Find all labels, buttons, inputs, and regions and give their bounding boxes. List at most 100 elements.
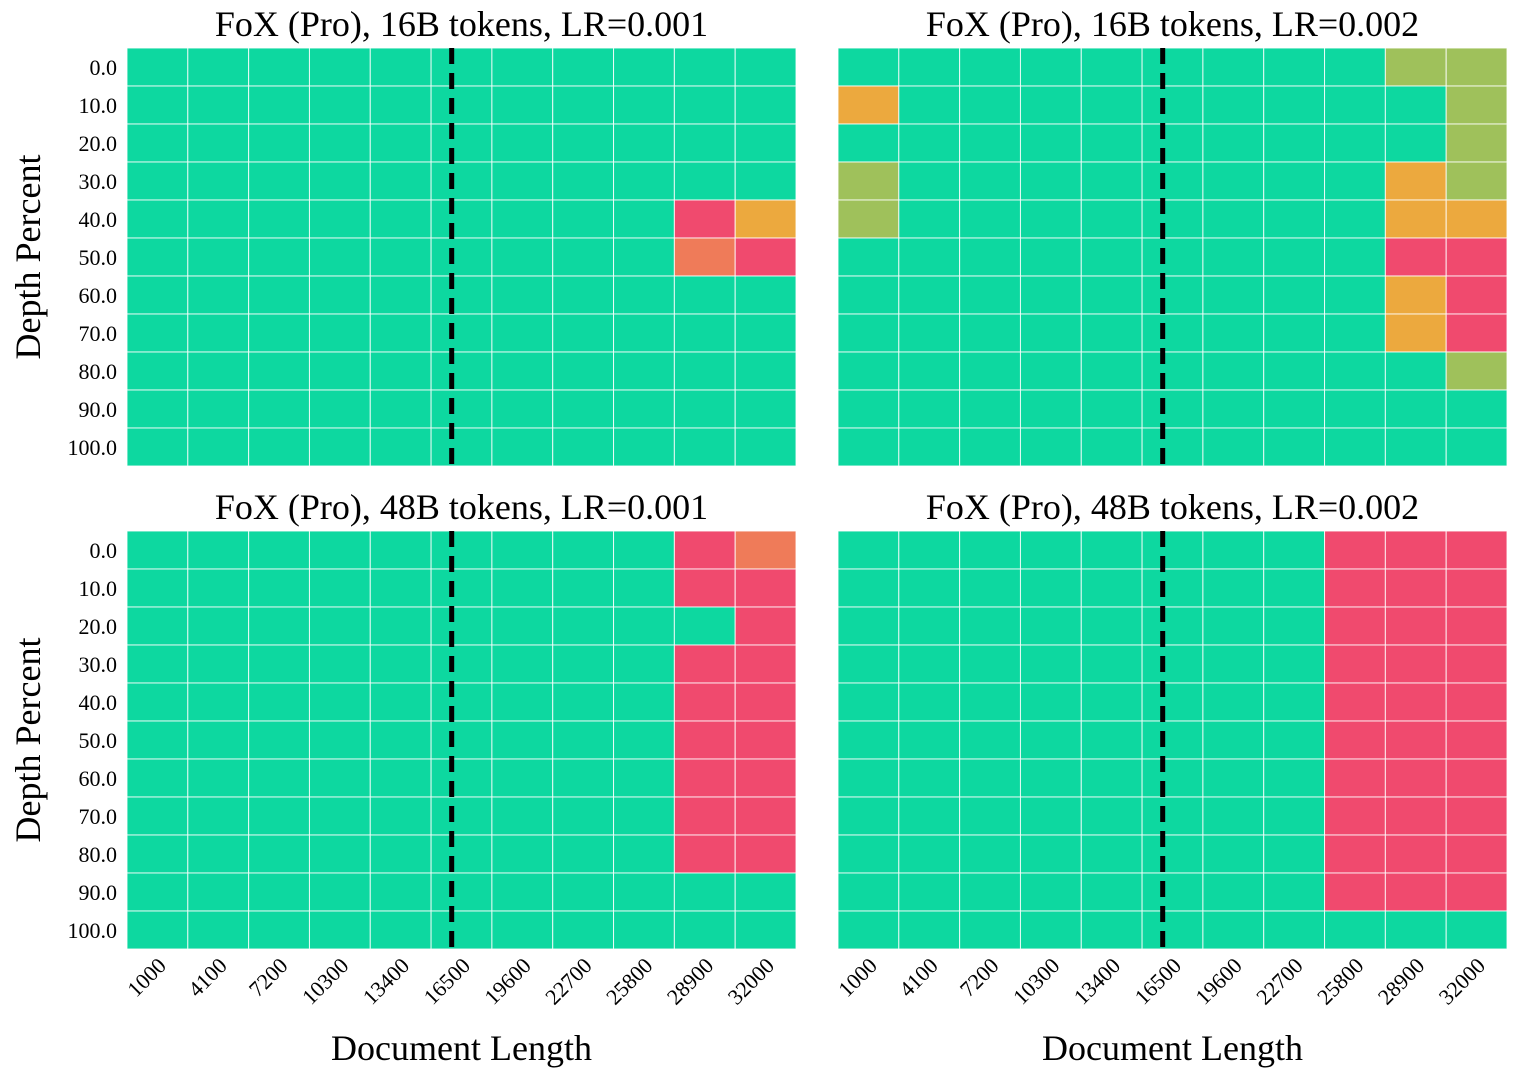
heatmap-cell <box>1324 568 1386 608</box>
heatmap-cell <box>1202 389 1265 429</box>
heatmap-cell <box>552 834 615 874</box>
heatmap-cell <box>308 199 371 239</box>
heatmap-cell <box>673 834 736 874</box>
heatmap-cell <box>430 568 493 608</box>
heatmap-cell <box>1324 237 1386 277</box>
heatmap-cell <box>1202 47 1265 87</box>
heatmap-cell <box>959 568 1021 608</box>
heatmap-cell <box>734 237 797 277</box>
heatmap-cell <box>837 313 900 353</box>
heatmap-cell <box>1324 682 1386 722</box>
heatmap-cell <box>491 313 554 353</box>
heatmap-cell <box>1445 872 1508 912</box>
heatmap-cell <box>552 237 615 277</box>
heatmap-cell <box>369 720 432 760</box>
heatmap-cell <box>1384 427 1447 467</box>
heatmap-cell <box>126 758 189 798</box>
heatmap-cell <box>837 796 900 836</box>
heatmap-cell <box>1019 682 1082 722</box>
heatmap-cell <box>126 313 189 353</box>
x-tick-label: 19600 <box>479 953 536 1010</box>
heatmap-cell <box>187 530 250 570</box>
heatmap-cell <box>1019 872 1082 912</box>
x-tick-label: 28900 <box>1373 953 1430 1010</box>
heatmap-cell <box>1324 910 1386 950</box>
heatmap-cell <box>1324 720 1386 760</box>
heatmap-cell <box>1080 834 1143 874</box>
heatmap-cell <box>1445 123 1508 163</box>
heatmap-cell <box>734 568 797 608</box>
heatmap-cell <box>308 834 371 874</box>
heatmap-cell <box>1141 910 1204 950</box>
heatmap-cell <box>1141 568 1204 608</box>
heatmap-cell <box>613 720 675 760</box>
heatmap-cell <box>126 910 189 950</box>
heatmap-cell <box>1080 606 1143 646</box>
heatmap-cell <box>734 275 797 315</box>
heatmap-cell <box>248 644 310 684</box>
y-tick-label: 20.0 <box>79 614 118 639</box>
heatmap-cell <box>673 530 736 570</box>
heatmap-cell <box>1019 606 1082 646</box>
heatmap-cell <box>308 530 371 570</box>
heatmap-cell <box>1141 47 1204 87</box>
heatmap-cell <box>1263 720 1326 760</box>
heatmap-cell <box>430 606 493 646</box>
heatmap-cell <box>552 682 615 722</box>
heatmap-cell <box>959 796 1021 836</box>
y-tick-label: 70.0 <box>79 321 118 346</box>
heatmap-cell <box>837 682 900 722</box>
x-axis-label: Document Length <box>1042 1028 1303 1068</box>
heatmap-cell <box>673 313 736 353</box>
heatmap-cell <box>126 530 189 570</box>
heatmap-cell <box>898 796 961 836</box>
heatmap-cell <box>1202 123 1265 163</box>
heatmap-cell <box>898 199 961 239</box>
heatmap-cell <box>959 275 1021 315</box>
heatmap-cell <box>491 568 554 608</box>
heatmap-cell <box>1445 237 1508 277</box>
heatmap-cell <box>1263 427 1326 467</box>
heatmap-cell <box>430 834 493 874</box>
heatmap-cell <box>734 910 797 950</box>
heatmap-cell <box>248 275 310 315</box>
heatmap-cell <box>1080 530 1143 570</box>
y-axis-label: Depth Percent <box>8 155 48 360</box>
heatmap-cell <box>673 644 736 684</box>
heatmap-cell <box>1263 351 1326 391</box>
heatmap-panel-1: FoX (Pro), 16B tokens, LR=0.001 0.0 10.0 20… <box>8 4 797 467</box>
heatmap-cell <box>959 427 1021 467</box>
x-tick-label: 16500 <box>418 953 475 1010</box>
panel-title: FoX (Pro), 48B tokens, LR=0.001 <box>215 487 708 527</box>
heatmap-cell <box>369 606 432 646</box>
heatmap-cell <box>187 758 250 798</box>
heatmap-cell <box>959 834 1021 874</box>
heatmap-cell <box>613 389 675 429</box>
heatmap-cell <box>734 85 797 125</box>
heatmap-cell <box>613 199 675 239</box>
heatmap-cell <box>898 47 961 87</box>
y-tick-label: 10.0 <box>79 576 118 601</box>
heatmap-cell <box>1445 161 1508 201</box>
heatmap-cell <box>837 530 900 570</box>
heatmap-cell <box>308 275 371 315</box>
heatmap-cell <box>126 834 189 874</box>
heatmap-cell <box>1141 682 1204 722</box>
heatmap-cell <box>1263 606 1326 646</box>
heatmap-cell <box>248 606 310 646</box>
x-tick-label: 10300 <box>297 953 354 1010</box>
heatmap-cell <box>126 351 189 391</box>
heatmap-cell <box>248 530 310 570</box>
heatmap-cell <box>369 910 432 950</box>
heatmap-cell <box>1263 389 1326 429</box>
heatmap-cell <box>673 389 736 429</box>
heatmap-cell <box>491 85 554 125</box>
heatmap-cell <box>959 758 1021 798</box>
heatmap-cell <box>369 313 432 353</box>
heatmap-cell <box>1080 47 1143 87</box>
heatmap-cell <box>369 47 432 87</box>
heatmap-cell <box>1141 199 1204 239</box>
heatmap-cell <box>1202 872 1265 912</box>
heatmap-cell <box>308 313 371 353</box>
heatmap-cell <box>1019 313 1082 353</box>
